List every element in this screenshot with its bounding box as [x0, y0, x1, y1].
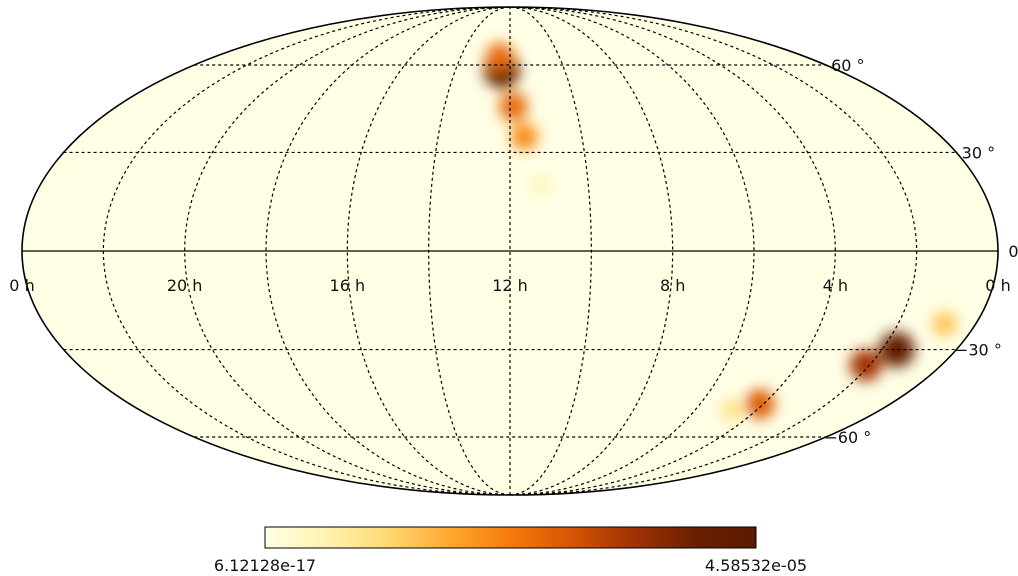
region-I [745, 389, 775, 419]
ra-label: 16 h [330, 276, 366, 295]
dec-label: −30 ° [955, 341, 1002, 360]
ra-label: 0 h [9, 276, 34, 295]
region-G [849, 349, 882, 382]
ra-label: 20 h [167, 276, 203, 295]
ra-label: 0 h [985, 276, 1010, 295]
probability-regions [483, 42, 958, 422]
region-D [510, 123, 538, 151]
colorbar-max-label: 4.58532e-05 [705, 556, 807, 575]
region-C [498, 92, 528, 121]
dec-tick-labels: 60 ° 30 ° 0 ° −30 ° −60 ° [824, 56, 1018, 447]
region-J [720, 398, 744, 422]
region-H [932, 311, 958, 337]
dec-label: 0 ° [1008, 242, 1018, 261]
region-E [530, 173, 553, 196]
dec-label: −60 ° [824, 428, 871, 447]
dec-label: 30 ° [962, 143, 995, 162]
meridian-22h [102, 7, 511, 495]
meridian-6h [509, 7, 755, 495]
sky-outline [21, 6, 999, 496]
ra-tick-labels: 0 h 20 h 16 h 12 h 8 h 4 h 0 h [9, 276, 1010, 295]
ra-label: 4 h [823, 276, 848, 295]
colorbar [264, 526, 757, 549]
colorbar-min-label: 6.12128e-17 [214, 556, 316, 575]
ra-label: 8 h [660, 276, 685, 295]
dec-label: 60 ° [831, 56, 864, 75]
ra-label: 12 h [492, 276, 528, 295]
region-F [879, 331, 915, 368]
